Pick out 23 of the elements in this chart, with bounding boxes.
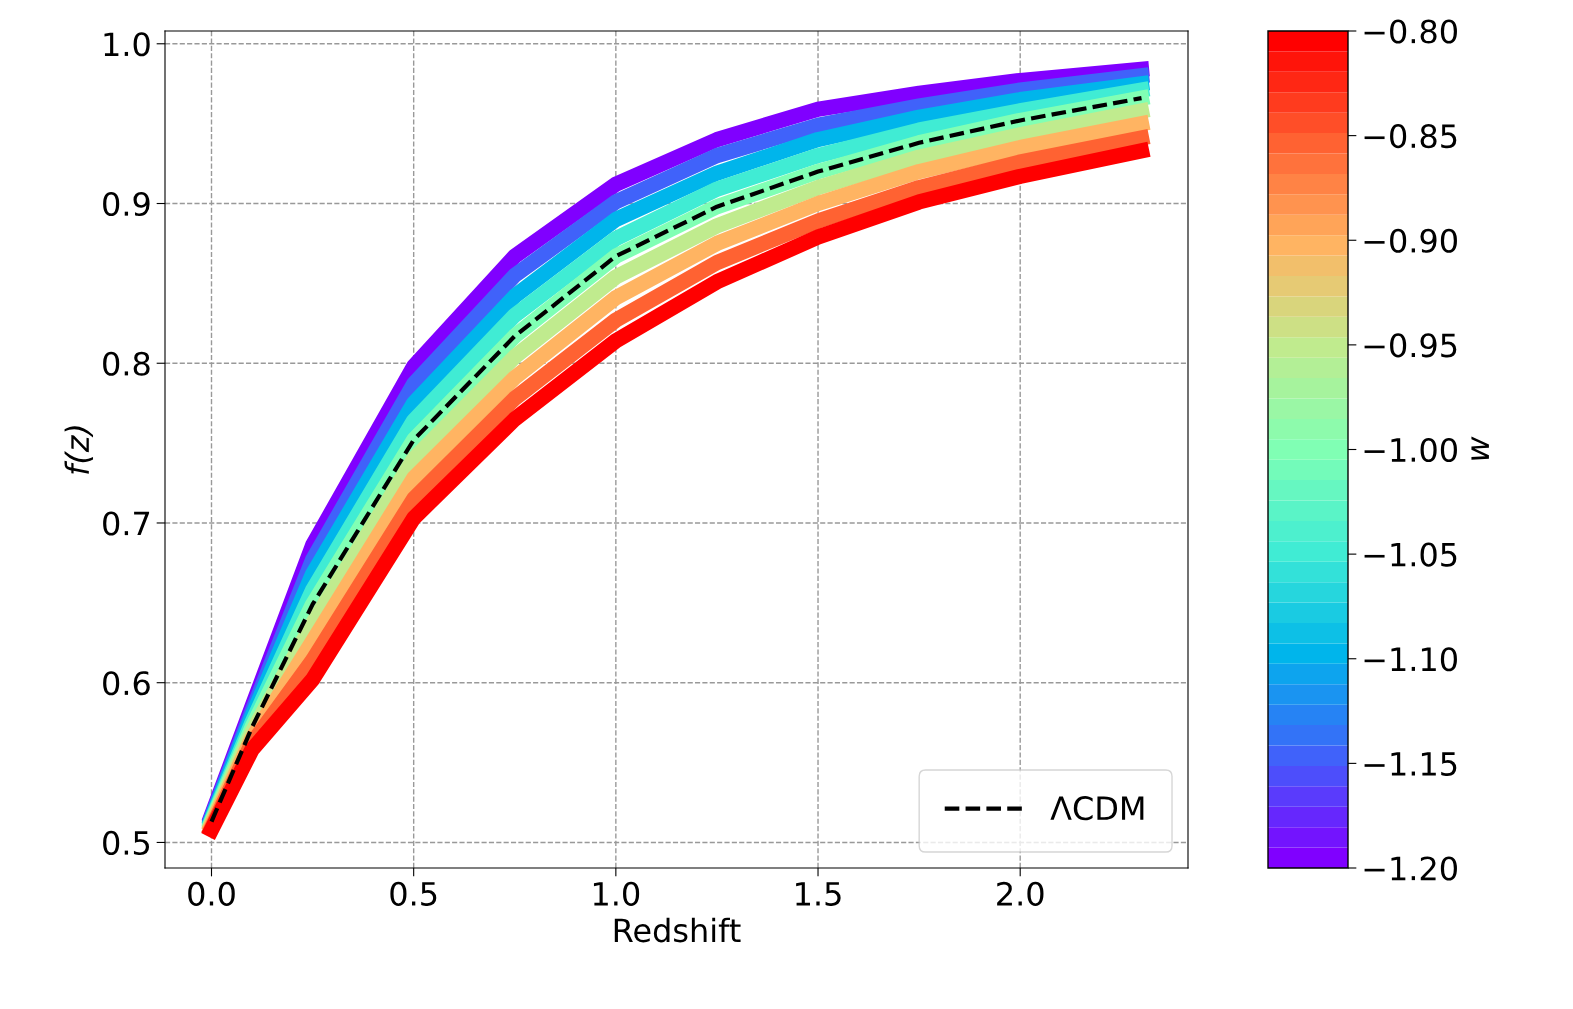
x-tick-label: 2.0 xyxy=(997,881,1044,906)
color-bar-label: −0.80 xyxy=(1364,19,1457,44)
color-bar-label: −1.05 xyxy=(1364,542,1457,567)
color-bar-label: −0.90 xyxy=(1364,228,1457,253)
x-tick-label: 0.0 xyxy=(188,881,235,906)
y-tick-label: 0.5 xyxy=(103,830,150,856)
y-tick-label: 0.7 xyxy=(103,511,150,536)
color-bar-label: −1.15 xyxy=(1364,752,1457,776)
y-tick-label: 0.9 xyxy=(103,191,150,217)
x-tick-label: 1.0 xyxy=(593,881,640,906)
color-bar-title: w xyxy=(1471,436,1489,460)
x-axis-title: Redshift xyxy=(614,917,741,943)
color-bar-label: −1.00 xyxy=(1364,437,1457,463)
y-tick-label: 1.0 xyxy=(104,32,150,57)
y-axis-title: f(z) xyxy=(64,426,94,474)
y-tick-label: 0.8 xyxy=(103,351,150,376)
y-tick-label: 0.6 xyxy=(103,671,150,696)
color-bar-label: −0.95 xyxy=(1364,333,1457,358)
color-bar-label: −1.10 xyxy=(1364,647,1457,672)
x-tick-label: 0.5 xyxy=(390,881,437,906)
color-bar-label: −0.85 xyxy=(1364,124,1457,149)
color-bar-label: −1.20 xyxy=(1364,856,1457,881)
x-tick-label: 1.5 xyxy=(796,882,841,906)
